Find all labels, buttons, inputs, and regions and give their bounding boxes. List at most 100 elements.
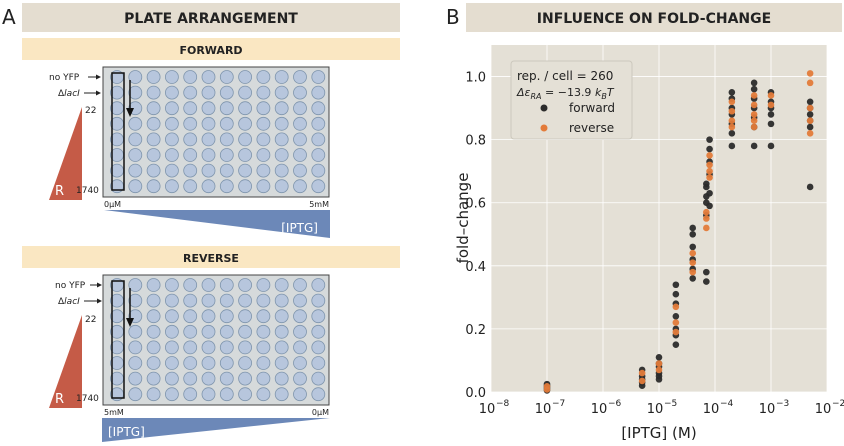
well	[274, 101, 289, 116]
well	[274, 148, 289, 162]
well	[256, 278, 271, 292]
x-tick-label: 10	[759, 402, 776, 417]
down-arrow-icon	[126, 108, 134, 117]
well	[219, 148, 234, 162]
well	[311, 293, 326, 308]
y-tick-label: 0.8	[465, 134, 486, 149]
fold-change-chart: 10 −8 10 −7 10 −6 10 −5 10 −4 10 −3 10 −20.00.20.40.6…	[454, 45, 844, 442]
well	[274, 70, 289, 84]
well	[274, 387, 289, 402]
axis-ticks: 10 −8 10 −7 10 −6 10 −5 10 −4 10 −3 10 −20.00.20.40.6…	[465, 71, 844, 417]
well	[201, 309, 216, 324]
well	[274, 278, 289, 292]
reverse-point	[655, 366, 663, 374]
well	[256, 148, 271, 162]
forward-point	[750, 85, 758, 93]
well	[219, 324, 234, 339]
well	[183, 278, 198, 292]
well	[238, 278, 253, 292]
well	[256, 70, 271, 84]
reverse-point	[767, 101, 775, 109]
well	[146, 356, 161, 370]
forward-point	[728, 89, 736, 96]
reverse-point	[750, 101, 758, 109]
well	[201, 85, 216, 100]
forward-point	[703, 268, 710, 276]
well	[219, 163, 234, 178]
forward-point	[706, 189, 713, 197]
reverse-point	[706, 174, 713, 181]
legend: rep. / cell = 260 ΔεRA = −13.9 kBT forwa…	[510, 60, 633, 140]
reverse-point	[750, 117, 758, 125]
well	[164, 371, 179, 386]
repressor-gradient-triangle	[49, 107, 82, 200]
well	[128, 340, 143, 355]
well	[256, 356, 271, 370]
reverse-point	[728, 117, 736, 125]
reverse-r-high: 1740	[76, 394, 99, 404]
well	[201, 340, 216, 355]
well	[164, 85, 179, 100]
well	[183, 371, 198, 386]
forward-plate	[102, 66, 330, 198]
well	[238, 70, 253, 84]
reverse-r-low: 22	[85, 315, 96, 325]
reverse-point	[689, 249, 697, 257]
well	[201, 278, 216, 292]
well	[128, 293, 143, 308]
well	[219, 116, 234, 131]
legend-rep-per-cell: rep. / cell = 260	[517, 69, 613, 83]
well	[128, 148, 143, 162]
x-tick-label: 10	[591, 402, 608, 417]
well	[146, 148, 161, 162]
delta-laci-arrow-head-icon	[96, 90, 101, 96]
well	[146, 101, 161, 116]
reverse-iptg-left: 5mM	[104, 408, 124, 417]
well	[219, 293, 234, 308]
well	[311, 101, 326, 116]
panel-b-letter: B	[446, 5, 460, 29]
well	[274, 132, 289, 147]
down-arrow-icon	[126, 318, 134, 327]
forward-point	[689, 230, 697, 238]
panel-b-title: INFLUENCE ON FOLD-CHANGE	[537, 11, 771, 27]
well	[146, 387, 161, 402]
well	[164, 324, 179, 339]
well	[238, 148, 253, 162]
reverse-point	[703, 215, 710, 222]
x-tick-label: 10	[479, 402, 496, 417]
well	[256, 324, 271, 339]
y-tick-label: 0.0	[465, 386, 486, 401]
well	[256, 387, 271, 402]
well	[293, 179, 307, 194]
well	[219, 132, 234, 147]
well	[128, 132, 143, 147]
well	[311, 309, 326, 324]
well	[183, 324, 198, 339]
forward-point	[806, 111, 814, 118]
delta-laci-arrow-head-icon	[97, 298, 102, 304]
reverse-point	[655, 360, 663, 367]
well	[293, 70, 307, 84]
forward-point	[689, 243, 697, 251]
well	[293, 163, 307, 178]
well	[238, 309, 253, 324]
reverse-title: REVERSE	[183, 252, 239, 265]
well	[311, 116, 326, 131]
well	[293, 324, 307, 339]
well	[219, 278, 234, 292]
well	[293, 340, 307, 355]
well	[128, 179, 143, 194]
reverse-delta-laci-label: ΔlacI	[58, 297, 80, 307]
reverse-r-label: R	[55, 392, 64, 407]
reverse-point	[706, 167, 713, 175]
forward-point	[767, 142, 775, 150]
forward-header	[22, 38, 400, 60]
reverse-point	[750, 111, 758, 118]
well	[293, 101, 307, 116]
well	[256, 293, 271, 308]
well	[128, 324, 143, 339]
well	[238, 387, 253, 402]
reverse-point	[543, 386, 551, 393]
